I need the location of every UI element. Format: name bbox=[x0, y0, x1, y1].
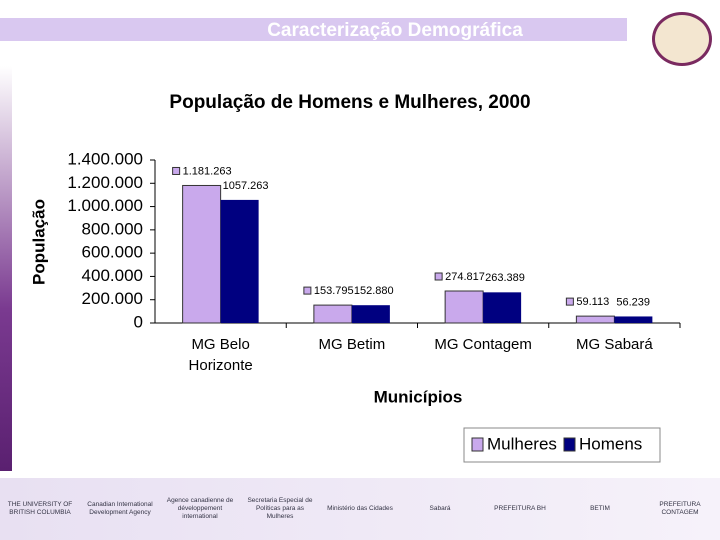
logo-text: THE UNIVERSITY OF BRITISH COLUMBIA bbox=[7, 501, 73, 516]
bar bbox=[220, 199, 259, 323]
logo-text: Secretaria Especial de Políticas para as… bbox=[247, 497, 313, 520]
value-label: 56.239 bbox=[616, 296, 650, 308]
value-label-key bbox=[565, 297, 574, 306]
bar bbox=[483, 292, 522, 323]
logo-text: PREFEITURA CONTAGEM bbox=[659, 501, 701, 516]
chart-title: População de Homens e Mulheres, 2000 bbox=[169, 92, 530, 113]
logo-text: Agence canadienne de développement inter… bbox=[166, 497, 234, 520]
bar bbox=[444, 290, 484, 324]
bar bbox=[351, 305, 390, 323]
header-title: Caracterização Demográfica bbox=[267, 20, 523, 41]
value-label: 1.181.263 bbox=[183, 165, 232, 177]
y-tick-label: 200.000 bbox=[82, 289, 143, 308]
emblem bbox=[652, 12, 712, 66]
bar bbox=[575, 315, 615, 324]
y-tick-label: 800.000 bbox=[82, 219, 143, 238]
x-tick-label: MG Contagem bbox=[434, 336, 532, 353]
footer: THE UNIVERSITY OF BRITISH COLUMBIA Canadi… bbox=[0, 478, 720, 540]
y-tick-label: 1.000.000 bbox=[67, 196, 143, 215]
value-label: 59.113 bbox=[576, 296, 609, 308]
legend-box bbox=[463, 427, 661, 463]
logo-text: Sabará bbox=[429, 505, 451, 513]
x-axis-label: Municípios bbox=[374, 387, 463, 406]
value-label-key bbox=[434, 272, 443, 281]
x-tick-label: MG Belo Horizonte bbox=[188, 336, 253, 374]
bar bbox=[182, 184, 222, 324]
value-label-key bbox=[303, 286, 312, 295]
y-tick-label: 1.400.000 bbox=[67, 149, 143, 168]
value-label-key bbox=[172, 166, 181, 175]
logo-text: Ministério das Cidades bbox=[327, 505, 393, 513]
legend-swatch bbox=[471, 437, 484, 452]
header-band bbox=[0, 18, 627, 41]
logo-text: Canadian International Development Agenc… bbox=[87, 501, 153, 516]
bar bbox=[313, 304, 353, 324]
value-label: 1057.263 bbox=[223, 180, 269, 192]
sidebar bbox=[0, 66, 12, 471]
x-tick-label: MG Sabará bbox=[576, 336, 653, 353]
legend-label: Homens bbox=[579, 434, 642, 453]
bar bbox=[614, 316, 653, 323]
chart: População de Homens e Mulheres, 2000 Pop… bbox=[29, 92, 681, 463]
legend-swatch bbox=[563, 437, 576, 452]
y-axis-label: População bbox=[29, 199, 48, 285]
value-label: 274.817 bbox=[445, 271, 485, 283]
y-tick-label: 600.000 bbox=[82, 243, 143, 262]
logo-text: PREFEITURA BH bbox=[494, 505, 546, 513]
value-label: 152.880 bbox=[354, 285, 394, 297]
y-tick-label: 0 bbox=[134, 312, 143, 331]
logo-text: BETIM bbox=[590, 505, 610, 513]
y-tick-label: 1.200.000 bbox=[67, 173, 143, 192]
x-tick-label: MG Betim bbox=[318, 336, 386, 353]
value-label: 153.795 bbox=[314, 285, 354, 297]
legend-label: Mulheres bbox=[487, 434, 557, 453]
y-tick-label: 400.000 bbox=[82, 266, 143, 285]
value-label: 263.389 bbox=[485, 272, 525, 284]
